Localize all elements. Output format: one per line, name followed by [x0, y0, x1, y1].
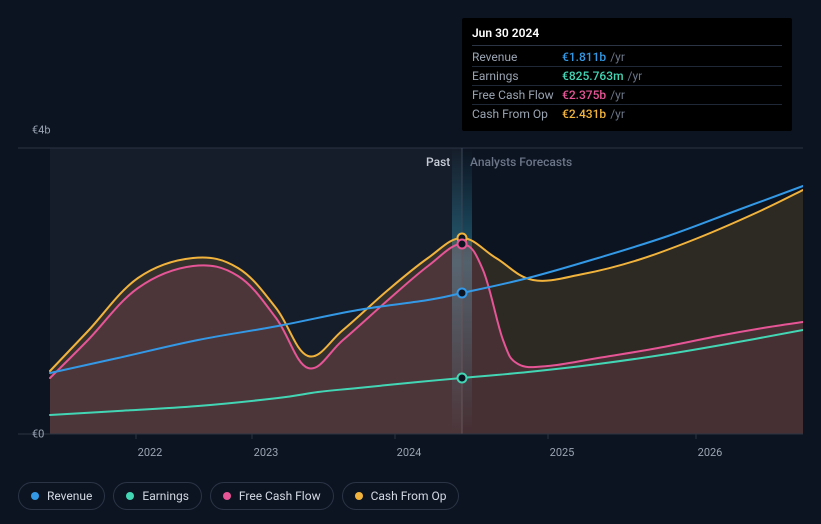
tooltip-row-value: €1.811b — [562, 50, 606, 64]
x-tick-label: 2026 — [698, 446, 723, 459]
hover-tooltip: Jun 30 2024 Revenue€1.811b/yrEarnings€82… — [462, 18, 792, 131]
legend-item-cash_from_op[interactable]: Cash From Op — [342, 482, 460, 510]
x-tick-label: 2025 — [550, 446, 575, 459]
legend-dot-icon — [223, 492, 231, 500]
tooltip-row-label: Earnings — [472, 69, 562, 83]
legend-item-revenue[interactable]: Revenue — [18, 482, 105, 510]
x-tick-label: 2022 — [138, 446, 163, 459]
legend-item-earnings[interactable]: Earnings — [113, 482, 202, 510]
tooltip-row: Revenue€1.811b/yr — [472, 48, 782, 67]
tooltip-row: Free Cash Flow€2.375b/yr — [472, 86, 782, 105]
tooltip-row-unit: /yr — [610, 107, 625, 121]
tooltip-row-unit: /yr — [610, 50, 625, 64]
tooltip-row: Earnings€825.763m/yr — [472, 67, 782, 86]
legend-dot-icon — [355, 492, 363, 500]
marker-free_cash_flow — [458, 240, 467, 249]
legend-dot-icon — [126, 492, 134, 500]
tooltip-row-label: Cash From Op — [472, 107, 562, 121]
x-tick-label: 2023 — [254, 446, 279, 459]
chart-legend: Revenue Earnings Free Cash Flow Cash From O… — [18, 482, 459, 510]
tooltip-row-value: €2.375b — [562, 88, 606, 102]
y-tick-label: €4b — [32, 124, 44, 137]
tooltip-row: Cash From Op€2.431b/yr — [472, 105, 782, 123]
x-axis-labels: 2022 2023 2024 2025 2026 — [68, 444, 821, 464]
legend-label: Revenue — [47, 489, 92, 503]
tooltip-row-unit: /yr — [628, 69, 643, 83]
marker-revenue — [458, 289, 467, 298]
legend-label: Free Cash Flow — [239, 489, 321, 503]
legend-label: Cash From Op — [371, 489, 447, 503]
tooltip-date: Jun 30 2024 — [472, 26, 782, 46]
tooltip-row-value: €2.431b — [562, 107, 606, 121]
y-tick-label: €0 — [32, 428, 44, 441]
legend-dot-icon — [31, 492, 39, 500]
x-tick-label: 2024 — [397, 446, 422, 459]
tooltip-row-value: €825.763m — [562, 69, 624, 83]
tooltip-row-unit: /yr — [610, 88, 625, 102]
tooltip-row-label: Revenue — [472, 50, 562, 64]
legend-label: Earnings — [142, 489, 189, 503]
tooltip-row-label: Free Cash Flow — [472, 88, 562, 102]
marker-earnings — [458, 374, 467, 383]
legend-item-free_cash_flow[interactable]: Free Cash Flow — [210, 482, 334, 510]
